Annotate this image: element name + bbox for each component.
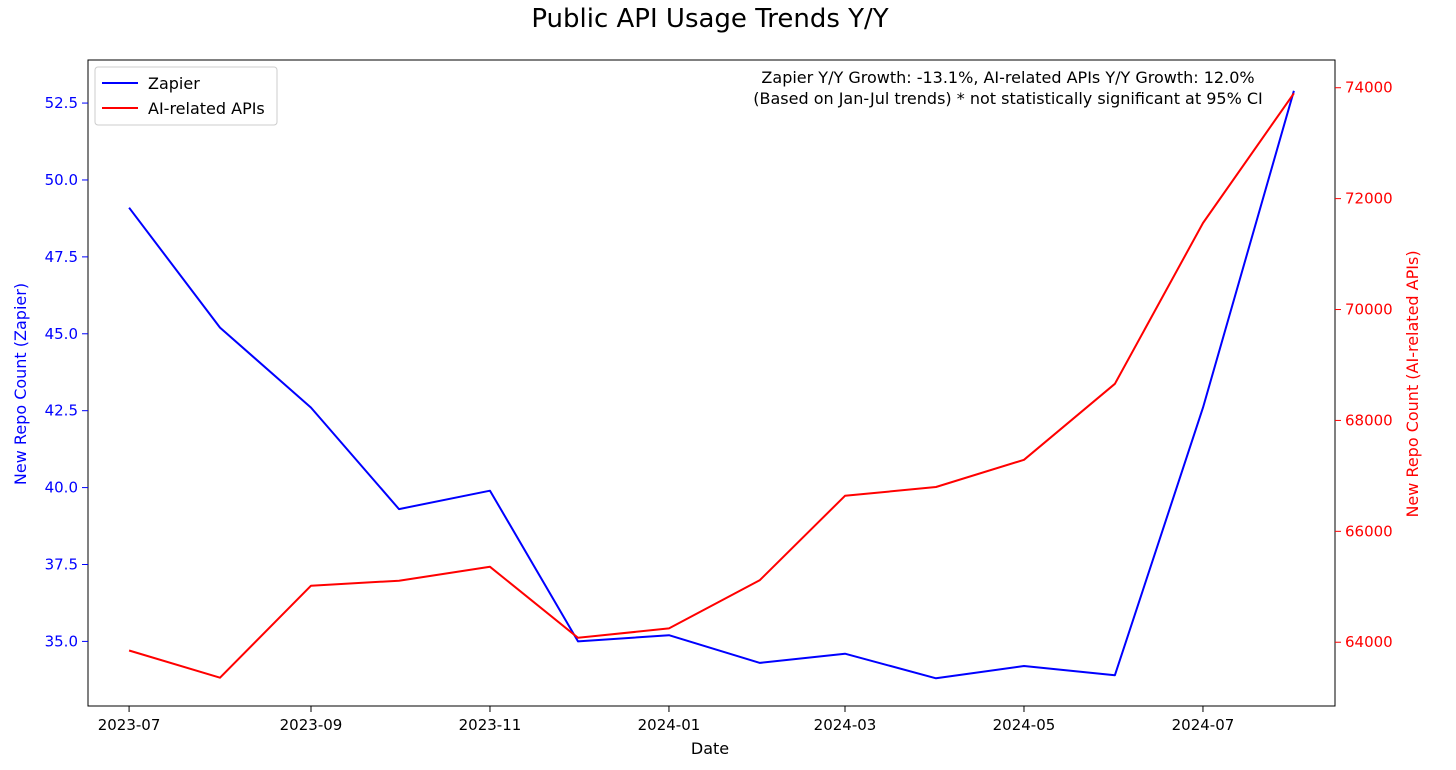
legend-box — [94, 66, 278, 126]
y-left-tick-label: 37.5 — [45, 555, 78, 573]
y-right-tick-label: 68000 — [1345, 411, 1393, 429]
y-right-tick-label: 70000 — [1345, 301, 1393, 319]
x-axis-label: Date — [691, 739, 729, 758]
y-right-tick-label: 66000 — [1345, 522, 1393, 540]
y-left-tick-label: 47.5 — [45, 248, 78, 266]
x-tick-label: 2024-07 — [1172, 716, 1235, 734]
y-axis-right: 64000 66000 68000 70000 72000 74000 — [1335, 79, 1393, 651]
series-line-ai-apis — [128, 92, 1295, 679]
growth-annotation: Zapier Y/Y Growth: -13.1%, AI-related AP… — [753, 68, 1263, 108]
y-axis-left: 35.0 37.5 40.0 42.5 45.0 47.5 50.0 52.5 — [45, 60, 89, 706]
growth-annotation-line-2: (Based on Jan-Jul trends) * not statisti… — [753, 89, 1263, 108]
y-left-tick-label: 40.0 — [45, 479, 78, 497]
x-tick-label: 2023-09 — [280, 716, 343, 734]
y-left-tick-label: 35.0 — [45, 632, 78, 650]
y-right-tick-label: 64000 — [1345, 633, 1393, 651]
x-tick-label: 2024-01 — [638, 716, 701, 734]
x-tick-label: 2023-07 — [98, 716, 161, 734]
growth-annotation-line-1: Zapier Y/Y Growth: -13.1%, AI-related AP… — [761, 68, 1254, 87]
x-tick-label: 2024-03 — [814, 716, 877, 734]
legend-label-zapier: Zapier — [148, 74, 200, 93]
y-right-tick-label: 74000 — [1345, 79, 1393, 97]
series-line-zapier — [128, 90, 1295, 680]
plot-frame — [87, 59, 1336, 707]
x-tick-label: 2023-11 — [459, 716, 522, 734]
x-tick-label: 2024-05 — [993, 716, 1056, 734]
x-axis: 2023-07 2023-09 2023-11 2024-01 2024-03 2024-… — [98, 706, 1235, 734]
y-left-tick-label: 42.5 — [45, 402, 78, 420]
y-axis-right-label: New Repo Count (AI-related APIs) — [1403, 250, 1422, 517]
chart-title: Public API Usage Trends Y/Y — [531, 4, 888, 34]
legend: Zapier AI-related APIs — [94, 66, 278, 126]
y-right-tick-label: 72000 — [1345, 190, 1393, 208]
y-left-tick-label: 50.0 — [45, 171, 78, 189]
y-left-tick-label: 52.5 — [45, 94, 78, 112]
series-layer — [128, 90, 1295, 680]
y-axis-left-label: New Repo Count (Zapier) — [11, 283, 30, 485]
y-left-tick-label: 45.0 — [45, 325, 78, 343]
legend-label-ai-apis: AI-related APIs — [148, 99, 265, 118]
